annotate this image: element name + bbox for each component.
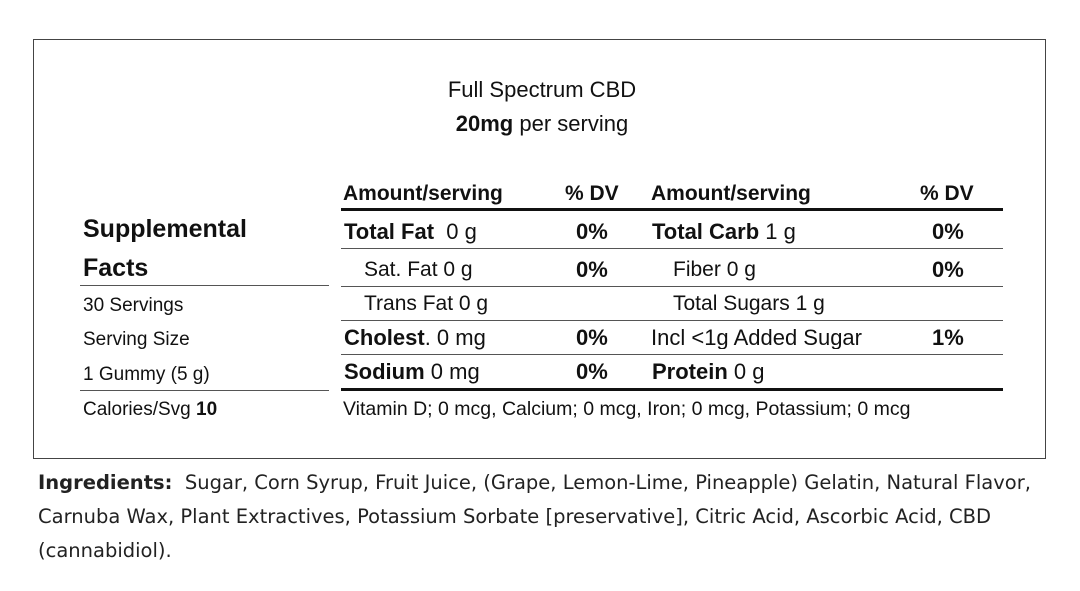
- table-row: Total Sugars 1 g: [673, 293, 825, 314]
- divider: [80, 285, 329, 286]
- nutrient-value: 0 g: [446, 219, 477, 244]
- ingredients-text: Sugar, Corn Syrup, Fruit Juice, (Grape, …: [38, 471, 1031, 562]
- nutrient-dv: 0%: [576, 359, 608, 384]
- nutrient-value: 0 g: [443, 258, 473, 281]
- calories-value: 10: [196, 399, 218, 420]
- nutrient-dv: 0%: [932, 219, 964, 244]
- row-divider: [341, 248, 1003, 249]
- nutrient-name: Sat. Fat: [364, 258, 438, 281]
- table-row: Sat. Fat 0 g: [364, 259, 473, 280]
- calories: Calories/Svg 10: [83, 400, 217, 419]
- dose-suffix: per serving: [519, 111, 629, 136]
- table-row: Cholest. 0 mg: [344, 327, 486, 349]
- header-amount-left: Amount/serving: [343, 182, 503, 205]
- nutrient-value: 1 g: [765, 219, 796, 244]
- header-dv-left: % DV: [565, 182, 619, 205]
- facts-title-line1: Supplemental: [83, 215, 247, 243]
- product-name: Full Spectrum CBD: [447, 77, 637, 102]
- ingredients-block: Ingredients: Sugar, Corn Syrup, Fruit Ju…: [38, 466, 1048, 568]
- thick-rule: [341, 388, 1003, 391]
- nutrient-name: Trans Fat: [364, 292, 454, 315]
- nutrient-value: . 0 mg: [424, 325, 486, 350]
- nutrient-value: 0 g: [458, 292, 489, 315]
- servings-count: 30 Servings: [83, 295, 184, 316]
- serving-size-label: Serving Size: [83, 329, 190, 350]
- supplement-facts-panel: [33, 39, 1046, 459]
- nutrient-dv: 0%: [576, 325, 608, 350]
- nutrient-dv: 0%: [576, 219, 608, 244]
- product-dose: 20mg per serving: [432, 111, 652, 137]
- nutrient-value: 1 g: [795, 292, 825, 315]
- nutrient-dv: 0%: [576, 257, 608, 282]
- nutrient-value: 0 g: [726, 258, 756, 281]
- table-row: Fiber 0 g: [673, 259, 756, 280]
- row-divider: [341, 320, 1003, 321]
- nutrient-value: 0 mg: [430, 359, 480, 384]
- nutrient-name: Total Carb: [652, 219, 760, 244]
- serving-size-value: 1 Gummy (5 g): [83, 364, 210, 385]
- vitamins-line: Vitamin D; 0 mcg, Calcium; 0 mcg, Iron; …: [343, 398, 911, 420]
- nutrient-dv: 0%: [932, 257, 964, 282]
- header-amount-right: Amount/serving: [651, 182, 811, 205]
- table-row: Sodium 0 mg: [344, 361, 480, 383]
- table-row: Total Fat 0 g: [344, 221, 477, 243]
- nutrient-dv: 1%: [932, 325, 964, 350]
- ingredients-label: Ingredients:: [38, 471, 173, 494]
- nutrient-name: Protein: [652, 359, 728, 384]
- row-divider: [341, 354, 1003, 355]
- table-row: Trans Fat 0 g: [364, 293, 488, 314]
- nutrient-name: Total Sugars: [673, 292, 790, 315]
- nutrient-name: Sodium: [344, 359, 425, 384]
- nutrient-name: Incl <1g Added Sugar: [651, 327, 862, 349]
- nutrient-name: Fiber: [673, 258, 721, 281]
- nutrient-name: Total Fat: [344, 219, 435, 244]
- divider: [80, 390, 329, 391]
- thick-rule: [341, 208, 1003, 211]
- table-row: Total Carb 1 g: [652, 221, 796, 243]
- calories-label: Calories/Svg: [83, 399, 191, 420]
- row-divider: [341, 286, 1003, 287]
- nutrient-name: Cholest: [344, 325, 425, 350]
- facts-title-line2: Facts: [83, 254, 149, 282]
- nutrient-value: 0 g: [733, 359, 765, 384]
- dose-amount: 20mg: [455, 111, 514, 136]
- table-row: Protein 0 g: [652, 361, 765, 383]
- header-dv-right: % DV: [920, 182, 974, 205]
